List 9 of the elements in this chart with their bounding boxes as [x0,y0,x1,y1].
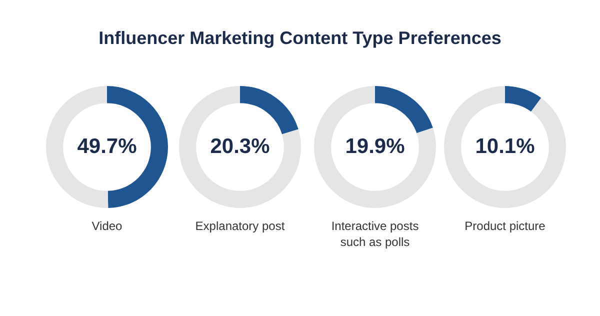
text: Video [90,218,124,234]
text: Influencer Marketing Content Type Preferences [98,28,502,49]
text: Product picture [464,218,546,234]
data-label: 10.1% [475,134,536,158]
data-label: 20.3% [210,134,270,158]
text: Interactive posts such as polls [330,218,420,250]
data-label: 19.9% [345,134,406,158]
data-label: 49.7% [77,134,138,158]
text: Explanatory post [194,218,286,234]
